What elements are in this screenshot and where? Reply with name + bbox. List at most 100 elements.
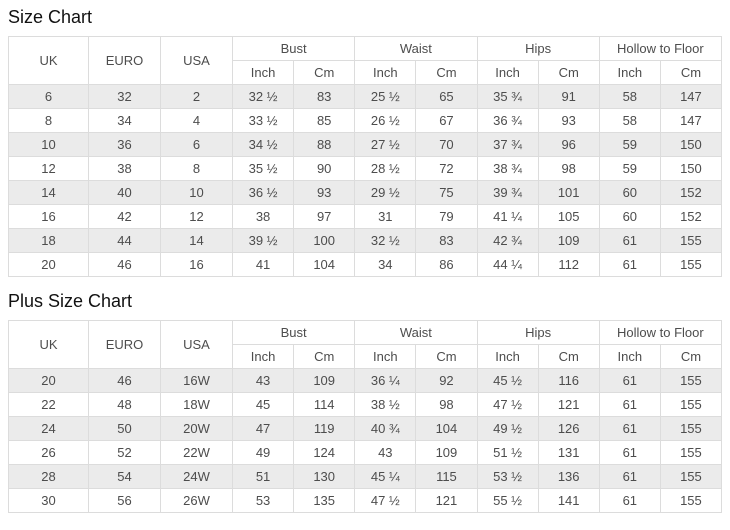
table-cell: 86 bbox=[415, 252, 478, 277]
table-cell: 135 bbox=[293, 488, 356, 513]
table-cell: 24 bbox=[8, 416, 89, 441]
table-cell: 45 bbox=[231, 392, 295, 417]
table-cell: 33 ½ bbox=[231, 108, 295, 133]
header-cell-inch: Inch bbox=[231, 60, 295, 85]
table-cell: 61 bbox=[598, 252, 661, 277]
table-cell: 65 bbox=[415, 84, 478, 109]
table-cell: 91 bbox=[537, 84, 600, 109]
table-cell: 114 bbox=[293, 392, 356, 417]
header-group-hips: Hips bbox=[476, 320, 600, 345]
table-cell: 92 bbox=[415, 368, 478, 393]
header-cell-uk: UK bbox=[8, 320, 89, 369]
table-cell: 98 bbox=[415, 392, 478, 417]
table-cell: 6 bbox=[8, 84, 89, 109]
header-group-waist: Waist bbox=[354, 36, 478, 61]
table-cell: 60 bbox=[598, 180, 661, 205]
table-cell: 29 ½ bbox=[354, 180, 417, 205]
header-row-units: Inch Cm Inch Cm Inch Cm Inch Cm bbox=[9, 344, 723, 369]
table-cell: 36 ½ bbox=[231, 180, 295, 205]
plus-size-chart-section: Plus Size Chart UK EURO USA Bust Waist Hips Ho… bbox=[8, 290, 723, 513]
table-cell: 51 ½ bbox=[476, 440, 539, 465]
table-cell: 42 ¾ bbox=[476, 228, 539, 253]
header-cell-cm: Cm bbox=[415, 60, 478, 85]
table-cell: 115 bbox=[415, 464, 478, 489]
header-group-bust: Bust bbox=[231, 36, 356, 61]
header-cell-usa: USA bbox=[160, 36, 233, 85]
table-cell: 70 bbox=[415, 132, 478, 157]
table-cell: 53 bbox=[231, 488, 295, 513]
table-cell: 14 bbox=[160, 228, 233, 253]
header-cell-cm: Cm bbox=[537, 60, 600, 85]
size-chart-section: Size Chart UK EURO USA Bust Waist Hips Hollow … bbox=[8, 6, 723, 277]
table-cell: 20W bbox=[160, 416, 233, 441]
table-row: 30 56 26W 53 135 47 ½ 121 55 ½ 141 61 155 bbox=[8, 488, 723, 513]
table-cell: 104 bbox=[293, 252, 356, 277]
table-cell: 28 ½ bbox=[354, 156, 417, 181]
header-cell-cm: Cm bbox=[659, 344, 723, 369]
table-cell: 83 bbox=[415, 228, 478, 253]
table-cell: 36 ¾ bbox=[476, 108, 539, 133]
table-cell: 53 ½ bbox=[476, 464, 539, 489]
table-cell: 16 bbox=[160, 252, 233, 277]
header-cell-euro: EURO bbox=[88, 320, 161, 369]
table-row: 16 42 12 38 97 31 79 41 ¼ 105 60 152 bbox=[8, 204, 723, 229]
table-cell: 36 bbox=[88, 132, 161, 157]
table-cell: 34 bbox=[354, 252, 417, 277]
table-cell: 121 bbox=[537, 392, 600, 417]
table-cell: 27 ½ bbox=[354, 132, 417, 157]
table-cell: 61 bbox=[598, 464, 661, 489]
table-cell: 100 bbox=[293, 228, 356, 253]
table-cell: 4 bbox=[160, 108, 233, 133]
table-row: 12 38 8 35 ½ 90 28 ½ 72 38 ¾ 98 59 150 bbox=[8, 156, 723, 181]
table-cell: 16 bbox=[8, 204, 89, 229]
size-chart-title: Size Chart bbox=[8, 7, 93, 27]
table-cell: 124 bbox=[293, 440, 356, 465]
table-cell: 152 bbox=[659, 204, 723, 229]
table-cell: 12 bbox=[8, 156, 89, 181]
table-cell: 93 bbox=[537, 108, 600, 133]
table-cell: 44 ¼ bbox=[476, 252, 539, 277]
table-cell: 10 bbox=[160, 180, 233, 205]
table-cell: 40 ¾ bbox=[354, 416, 417, 441]
table-cell: 52 bbox=[88, 440, 161, 465]
table-cell: 93 bbox=[293, 180, 356, 205]
table-cell: 58 bbox=[598, 108, 661, 133]
table-cell: 88 bbox=[293, 132, 356, 157]
table-cell: 45 ¼ bbox=[354, 464, 417, 489]
header-cell-inch: Inch bbox=[354, 60, 417, 85]
table-cell: 41 bbox=[231, 252, 295, 277]
header-group-bust: Bust bbox=[231, 320, 356, 345]
table-cell: 150 bbox=[659, 156, 723, 181]
table-cell: 59 bbox=[598, 156, 661, 181]
table-cell: 36 ¼ bbox=[354, 368, 417, 393]
table-cell: 47 ½ bbox=[354, 488, 417, 513]
header-group-waist: Waist bbox=[354, 320, 478, 345]
table-row: 20 46 16 41 104 34 86 44 ¼ 112 61 155 bbox=[8, 252, 723, 277]
table-cell: 44 bbox=[88, 228, 161, 253]
header-cell-cm: Cm bbox=[415, 344, 478, 369]
table-cell: 116 bbox=[537, 368, 600, 393]
table-row: 14 40 10 36 ½ 93 29 ½ 75 39 ¾ 101 60 152 bbox=[8, 180, 723, 205]
table-cell: 41 ¼ bbox=[476, 204, 539, 229]
table-cell: 56 bbox=[88, 488, 161, 513]
table-row: 24 50 20W 47 119 40 ¾ 104 49 ½ 126 61 155 bbox=[8, 416, 723, 441]
header-group-hollow-to-floor: Hollow to Floor bbox=[598, 320, 723, 345]
table-cell: 18W bbox=[160, 392, 233, 417]
table-cell: 18 bbox=[8, 228, 89, 253]
table-cell: 109 bbox=[537, 228, 600, 253]
table-cell: 79 bbox=[415, 204, 478, 229]
table-cell: 147 bbox=[659, 108, 723, 133]
table-cell: 60 bbox=[598, 204, 661, 229]
table-cell: 31 bbox=[354, 204, 417, 229]
table-cell: 155 bbox=[659, 464, 723, 489]
table-cell: 37 ¾ bbox=[476, 132, 539, 157]
table-cell: 51 bbox=[231, 464, 295, 489]
table-cell: 96 bbox=[537, 132, 600, 157]
table-cell: 50 bbox=[88, 416, 161, 441]
table-cell: 34 ½ bbox=[231, 132, 295, 157]
table-cell: 90 bbox=[293, 156, 356, 181]
table-cell: 26W bbox=[160, 488, 233, 513]
table-cell: 26 bbox=[8, 440, 89, 465]
table-cell: 8 bbox=[160, 156, 233, 181]
table-cell: 43 bbox=[231, 368, 295, 393]
